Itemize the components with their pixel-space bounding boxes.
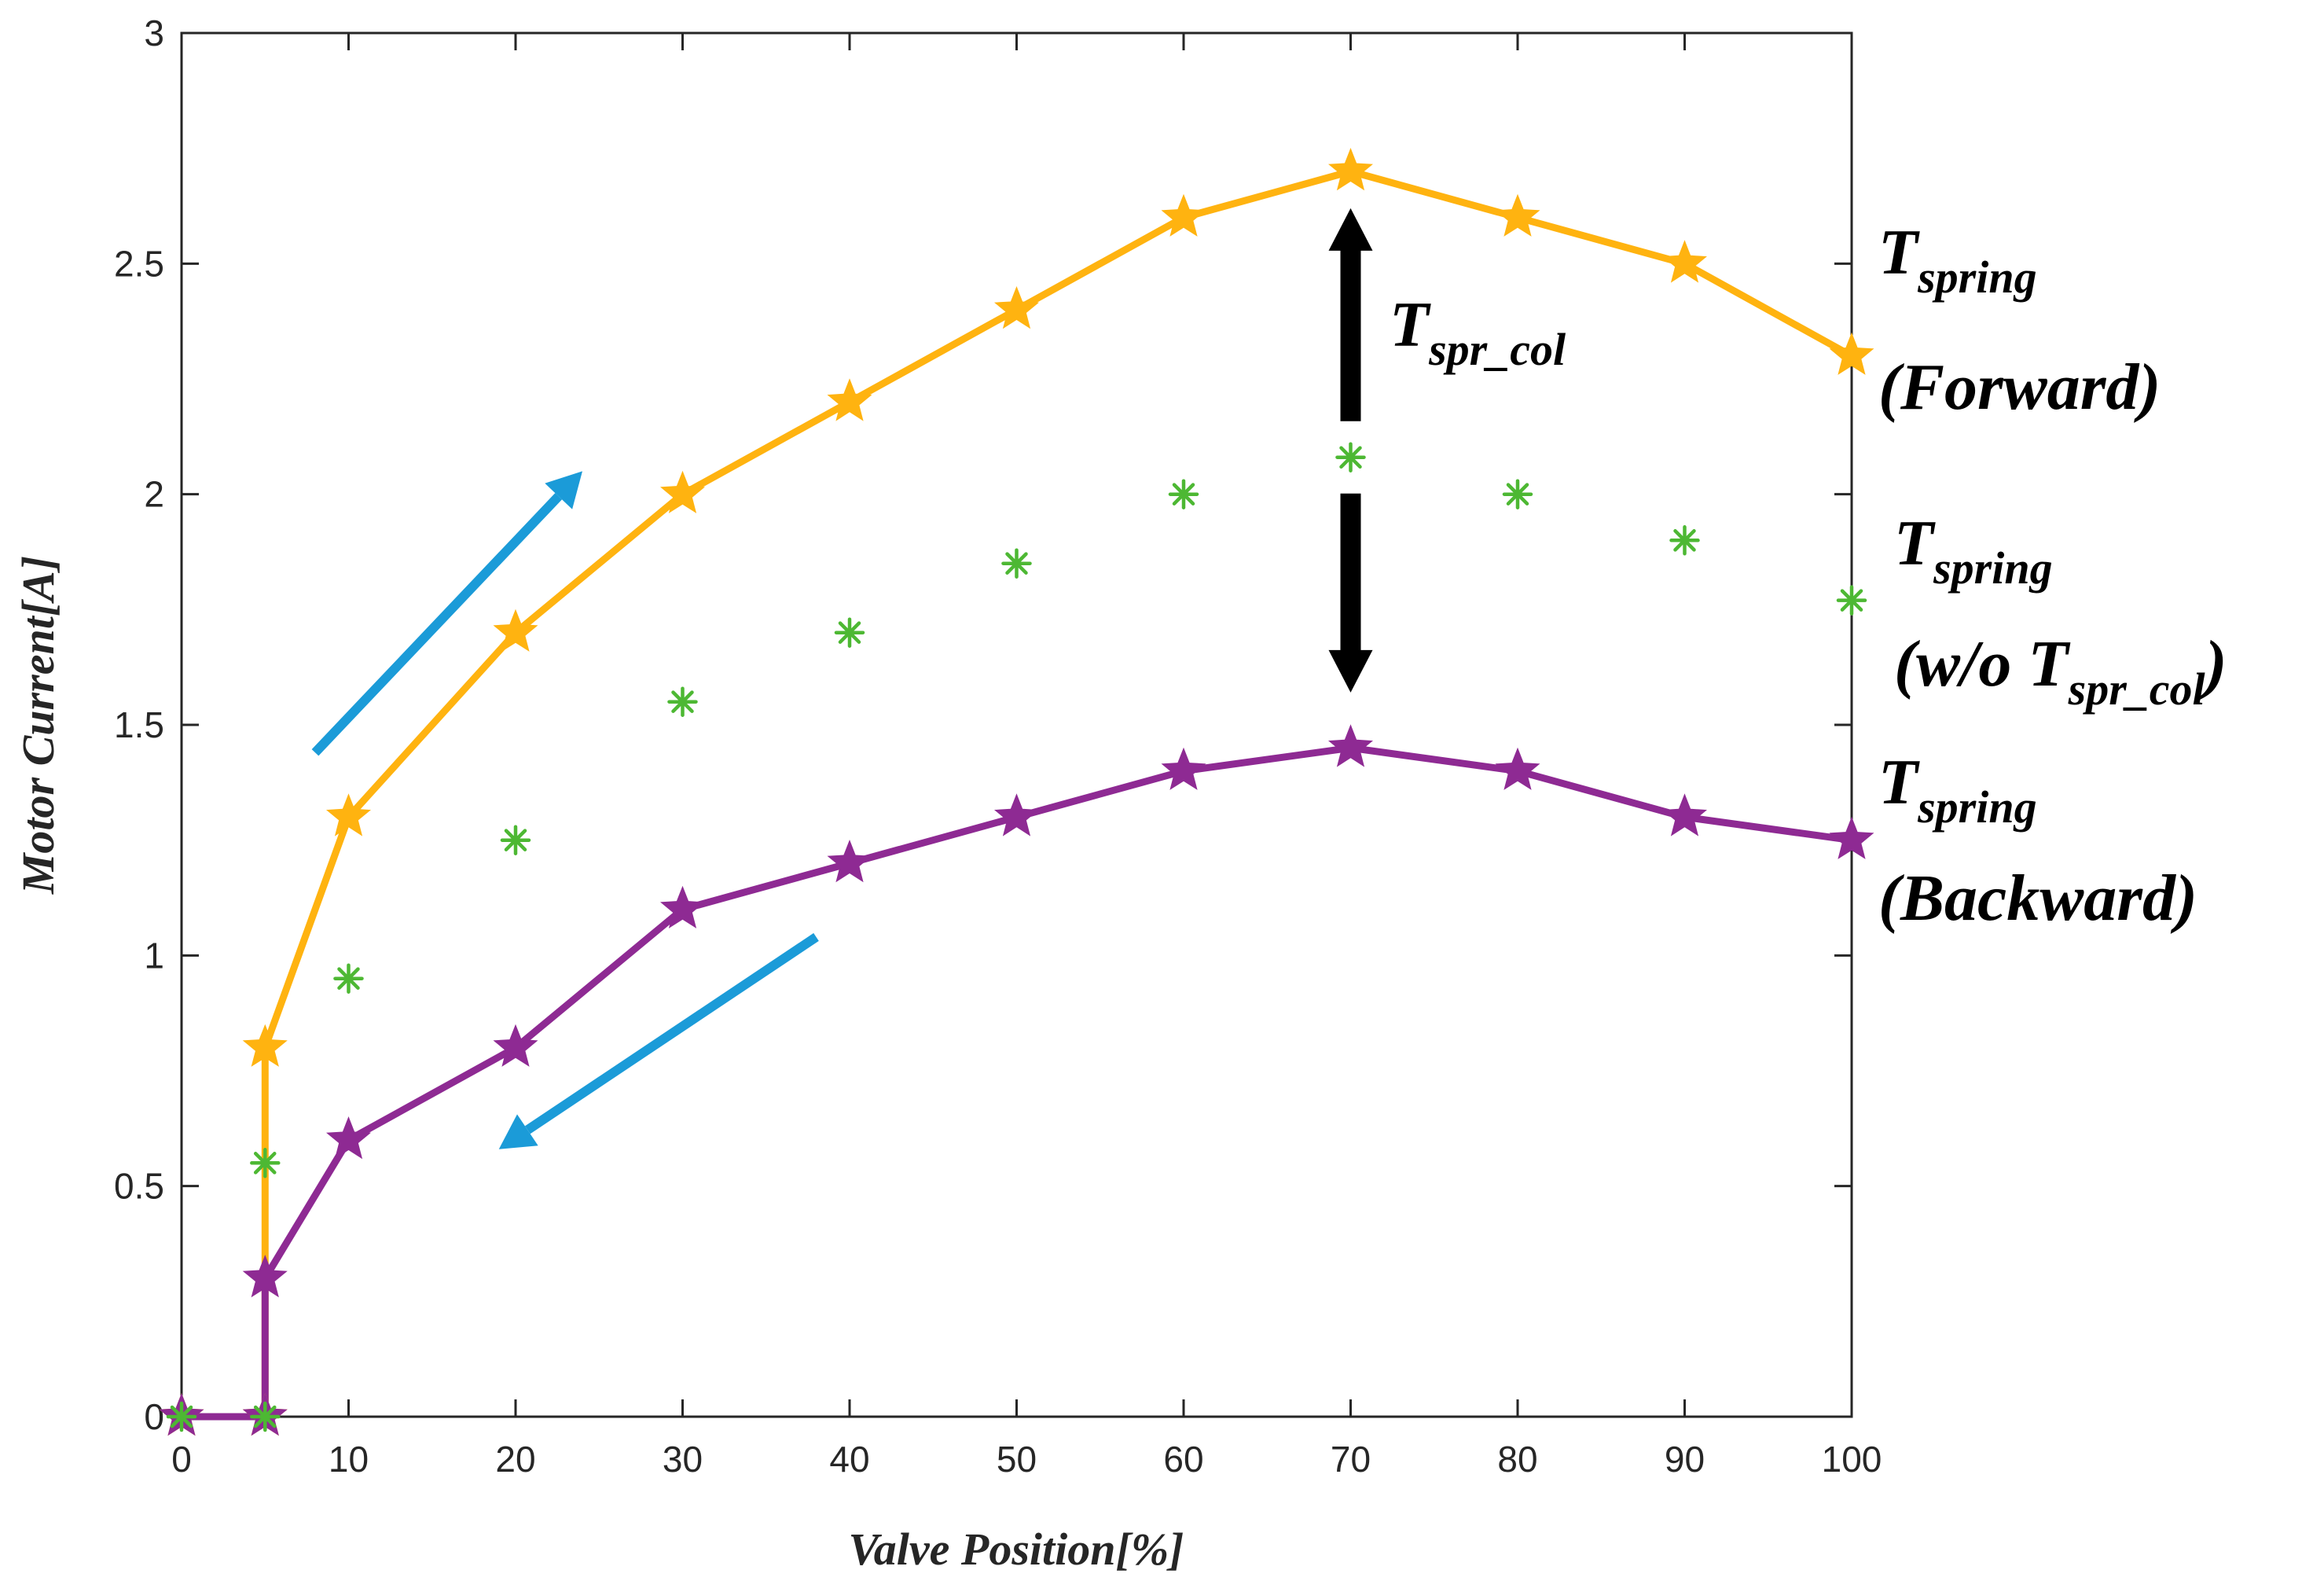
series-point-without-coulomb [250, 1148, 281, 1178]
y-tick-label: 3 [144, 13, 164, 53]
asterisk-stroke [170, 1405, 193, 1428]
series-point-backward [1161, 747, 1206, 790]
series-point-without-coulomb [667, 686, 698, 717]
x-tick-label: 100 [1822, 1439, 1882, 1480]
asterisk-stroke [253, 1405, 277, 1428]
x-tick-label: 50 [997, 1439, 1037, 1480]
series-point-forward [242, 1024, 288, 1067]
backward-direction-arrow-shaft [524, 932, 819, 1134]
asterisk-stroke [838, 621, 861, 644]
series-point-backward [326, 1116, 371, 1160]
asterisk-stroke [1005, 552, 1028, 575]
series-point-without-coulomb [1836, 585, 1867, 616]
y-tick-label: 0.5 [114, 1166, 164, 1207]
series-point-forward [994, 286, 1039, 329]
y-tick-label: 0 [144, 1396, 164, 1437]
forward-direction-arrow-shaft [311, 493, 563, 756]
asterisk-stroke [1506, 483, 1529, 506]
spring-coulomb-gap-arrow [1328, 208, 1373, 693]
series-point-backward [1495, 747, 1540, 790]
without-label-line2-prefix: (w/o T [1894, 627, 2071, 700]
series-point-backward [1829, 816, 1874, 859]
series-point-backward [660, 885, 705, 928]
y-axis-label: Motor Current[A] [13, 556, 64, 895]
y-tick-label: 2 [144, 474, 164, 515]
forward-label-sub: spring [1917, 252, 2037, 303]
x-tick-label: 60 [1163, 1439, 1203, 1480]
series-point-backward [827, 840, 872, 883]
axis-ticks: 0 10 20 30 40 50 60 70 80 90 100 0 0.5 1 1.5 2 2.5 3 [114, 13, 1882, 1480]
series-point-forward [493, 608, 538, 652]
x-tick-label: 0 [171, 1439, 192, 1480]
asterisk-stroke [1673, 529, 1696, 552]
spr-col-label-main: T [1390, 289, 1431, 360]
series-point-forward [1495, 193, 1540, 237]
y-tick-label: 1.5 [114, 704, 164, 745]
gap-arrow-top-head [1328, 208, 1373, 251]
series-point-backward [493, 1024, 538, 1067]
series-point-forward [1161, 193, 1206, 237]
series-point-without-coulomb [166, 1401, 197, 1432]
series-point-forward [1829, 332, 1874, 375]
gap-arrow-bottom-head [1328, 649, 1373, 693]
x-tick-label: 20 [495, 1439, 535, 1480]
series-point-without-coulomb [1502, 479, 1533, 509]
without-label-line2: (w/o Tspr_col) [1894, 627, 2227, 715]
x-tick-label: 70 [1331, 1439, 1371, 1480]
asterisk-stroke [1840, 589, 1863, 612]
without-label-main: T [1894, 507, 1936, 579]
series-point-without-coulomb [1001, 548, 1032, 579]
x-tick-label: 10 [329, 1439, 369, 1480]
backward-label: Tspring [1878, 746, 2037, 833]
series-point-backward [1328, 724, 1373, 767]
series-point-forward [660, 470, 705, 513]
backward-direction-arrow [498, 932, 819, 1149]
series-point-without-coulomb [834, 617, 865, 648]
series-point-forward [1328, 148, 1373, 191]
forward-label-main: T [1878, 216, 1920, 288]
y-tick-label: 1 [144, 935, 164, 976]
spr-col-label: Tspr_col [1390, 289, 1566, 375]
asterisk-stroke [671, 690, 694, 713]
without-label: Tspring [1894, 507, 2053, 594]
x-tick-label: 80 [1497, 1439, 1537, 1480]
series-point-without-coulomb [1168, 479, 1199, 509]
series-point-forward [326, 793, 371, 836]
x-tick-label: 40 [829, 1439, 869, 1480]
forward-direction-arrow [311, 471, 582, 756]
series-point-forward [1662, 240, 1707, 283]
y-tick-label: 2.5 [114, 243, 164, 284]
series-point-backward [1662, 793, 1707, 836]
backward-label-main: T [1878, 746, 1920, 818]
direction-arrows [311, 471, 819, 1149]
asterisk-stroke [1339, 446, 1362, 469]
series-point-without-coulomb [250, 1401, 281, 1432]
series-point-forward [827, 378, 872, 421]
without-label-sub: spring [1933, 542, 2053, 594]
series-point-without-coulomb [1669, 525, 1700, 556]
series-point-without-coulomb [1335, 442, 1366, 472]
backward-label-line2: (Backward) [1878, 862, 2197, 935]
series-point-backward [994, 793, 1039, 836]
forward-label: Tspring [1878, 216, 2037, 303]
x-tick-label: 30 [663, 1439, 703, 1480]
forward-direction-arrow-head [545, 471, 582, 509]
x-tick-label: 90 [1665, 1439, 1705, 1480]
asterisk-stroke [504, 829, 527, 851]
asterisk-stroke [337, 967, 360, 990]
series-point-without-coulomb [333, 963, 364, 994]
x-axis-label: Valve Position[%] [849, 1524, 1184, 1575]
without-label-line2-sub: spr_col [2068, 664, 2206, 715]
asterisk-stroke [1172, 483, 1195, 506]
series-layer [159, 148, 1874, 1436]
backward-direction-arrow-head [498, 1114, 538, 1149]
spr-col-label-sub: spr_col [1428, 324, 1566, 375]
backward-label-sub: spring [1917, 781, 2037, 833]
series-point-backward [242, 1255, 288, 1298]
asterisk-stroke [253, 1152, 277, 1175]
series-point-without-coulomb [500, 825, 531, 855]
forward-label-line2: (Forward) [1878, 351, 2161, 424]
